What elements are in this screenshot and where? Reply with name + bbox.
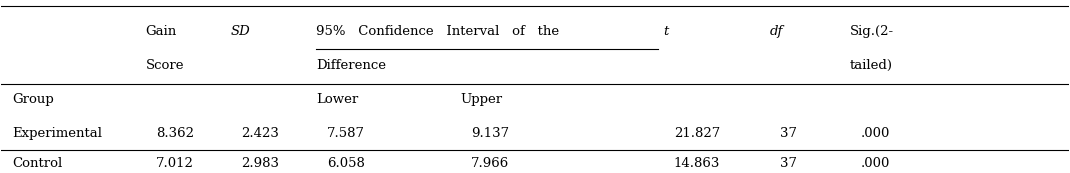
Text: df: df xyxy=(769,25,783,38)
Text: tailed): tailed) xyxy=(850,59,892,72)
Text: 7.012: 7.012 xyxy=(156,157,194,170)
Text: 8.362: 8.362 xyxy=(156,127,194,140)
Text: .000: .000 xyxy=(860,127,890,140)
Text: 14.863: 14.863 xyxy=(674,157,720,170)
Text: 2.983: 2.983 xyxy=(242,157,279,170)
Text: Lower: Lower xyxy=(317,93,358,106)
Text: .000: .000 xyxy=(860,157,890,170)
Text: 9.137: 9.137 xyxy=(471,127,509,140)
Text: t: t xyxy=(663,25,669,38)
Text: 37: 37 xyxy=(780,127,797,140)
Text: 21.827: 21.827 xyxy=(674,127,720,140)
Text: 37: 37 xyxy=(780,157,797,170)
Text: Score: Score xyxy=(146,59,184,72)
Text: SD: SD xyxy=(231,25,250,38)
Text: Control: Control xyxy=(12,157,62,170)
Text: Experimental: Experimental xyxy=(12,127,102,140)
Text: 6.058: 6.058 xyxy=(327,157,365,170)
Text: 7.966: 7.966 xyxy=(471,157,509,170)
Text: 95%   Confidence   Interval   of   the: 95% Confidence Interval of the xyxy=(317,25,560,38)
Text: Difference: Difference xyxy=(317,59,386,72)
Text: 7.587: 7.587 xyxy=(327,127,365,140)
Text: Sig.(2-: Sig.(2- xyxy=(850,25,893,38)
Text: 2.423: 2.423 xyxy=(242,127,279,140)
Text: Gain: Gain xyxy=(146,25,177,38)
Text: Group: Group xyxy=(12,93,54,106)
Text: Upper: Upper xyxy=(460,93,503,106)
